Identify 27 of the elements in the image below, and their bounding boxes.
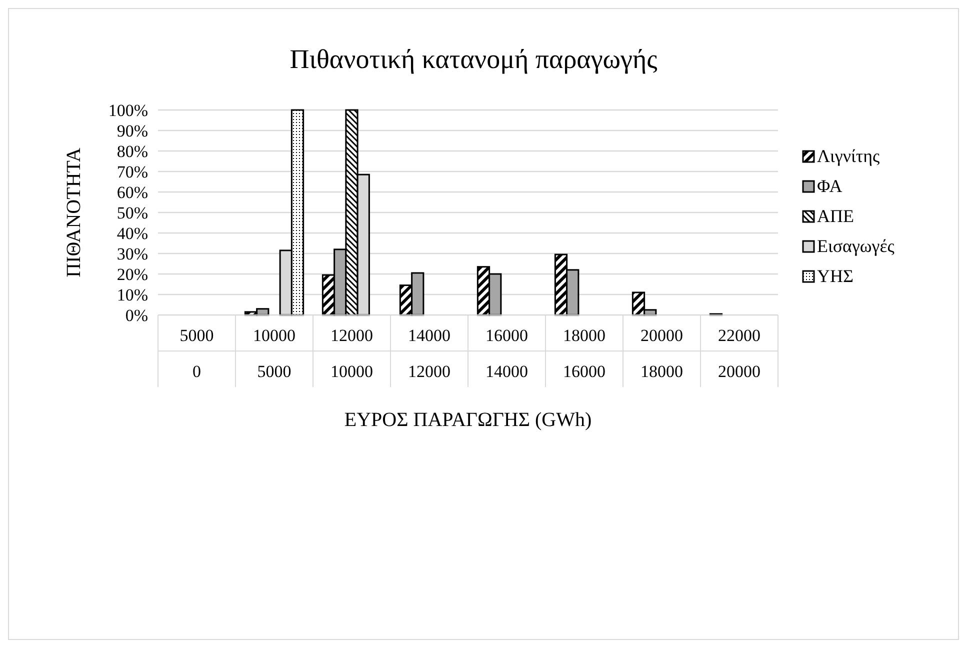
chart-title: Πιθανοτική κατανομή παραγωγής bbox=[290, 44, 658, 74]
x-tick-label: 14000 12000 bbox=[408, 326, 450, 381]
legend-label: ΥΗΣ bbox=[817, 266, 854, 286]
x-axis-title: ΕΥΡΟΣ ΠΑΡΑΓΩΓΗΣ (GWh) bbox=[344, 409, 592, 431]
legend-label: Εισαγωγές bbox=[817, 236, 894, 256]
x-tick-label: 18000 16000 bbox=[563, 326, 606, 381]
x-tick-label: 16000 14000 bbox=[486, 326, 528, 381]
y-tick-label: 20% bbox=[116, 265, 148, 284]
y-tick-label: 70% bbox=[116, 162, 148, 182]
legend-label: Λιγνίτης bbox=[817, 146, 880, 166]
y-axis-title: ΠΙΘΑΝΟΤΗΤΑ bbox=[63, 147, 85, 278]
y-tick-label: 30% bbox=[116, 244, 148, 264]
legend-label: ΦΑ bbox=[817, 176, 842, 196]
x-tick-label: 20000 18000 bbox=[640, 326, 683, 381]
y-tick-label: 100% bbox=[108, 101, 148, 120]
y-tick-label: 40% bbox=[116, 224, 148, 243]
y-tick-label: 10% bbox=[116, 286, 148, 304]
y-tick-label: 60% bbox=[116, 183, 148, 202]
y-tick-label: 50% bbox=[116, 204, 148, 222]
legend-label: ΑΠΕ bbox=[817, 206, 854, 226]
y-tick-label: 90% bbox=[116, 122, 148, 140]
x-tick-label: 12000 10000 bbox=[330, 326, 373, 381]
y-tick-label: 0% bbox=[125, 306, 148, 325]
x-tick-label: 22000 20000 bbox=[718, 326, 760, 381]
x-tick-label: 5000 0 bbox=[180, 326, 214, 381]
x-tick-label: 10000 5000 bbox=[253, 326, 296, 381]
y-tick-label: 80% bbox=[116, 142, 148, 161]
